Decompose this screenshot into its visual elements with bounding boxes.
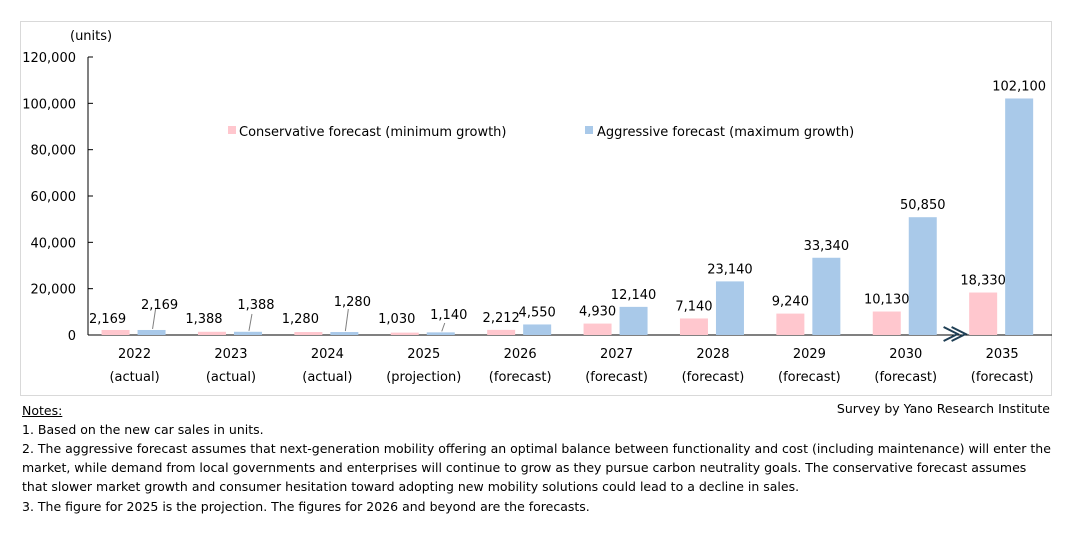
bar-conservative	[679, 318, 708, 335]
data-label: 1,388	[237, 298, 274, 313]
x-tick-status: (actual)	[206, 370, 256, 385]
y-tick-label: 0	[68, 329, 76, 344]
leader-line	[152, 308, 157, 330]
x-tick-status: (forecast)	[778, 370, 841, 385]
data-label: 1,280	[282, 312, 319, 327]
data-label: 4,550	[519, 305, 556, 320]
data-label: 1,388	[185, 312, 222, 327]
bar-aggressive	[523, 324, 552, 335]
y-tick-label: 60,000	[31, 190, 77, 205]
legend-label-conservative: Conservative forecast (minimum growth)	[239, 125, 506, 140]
bar-aggressive	[812, 257, 841, 335]
data-label: 9,240	[772, 295, 809, 310]
bar-aggressive	[908, 217, 937, 335]
x-tick-year: 2025	[407, 347, 440, 362]
data-label: 1,280	[334, 295, 371, 310]
bar-conservative	[390, 332, 419, 335]
y-tick-label: 100,000	[22, 97, 76, 112]
source-credit: Survey by Yano Research Institute	[836, 401, 1050, 416]
x-tick-year: 2029	[793, 347, 826, 362]
x-tick-year: 2022	[118, 347, 151, 362]
x-tick-year: 2026	[504, 347, 537, 362]
bar-conservative	[872, 311, 901, 335]
bar-conservative	[197, 331, 226, 335]
leader-line	[344, 308, 349, 332]
data-label: 1,140	[430, 308, 467, 323]
x-tick-status: (forecast)	[874, 370, 937, 385]
data-label: 1,030	[378, 312, 415, 327]
bar-conservative	[101, 329, 130, 335]
x-tick-status: (actual)	[109, 370, 159, 385]
legend: Conservative forecast (minimum growth) A…	[228, 125, 854, 140]
bar-aggressive	[619, 306, 648, 335]
bar-aggressive	[233, 331, 262, 335]
y-tick-label: 80,000	[31, 144, 77, 159]
data-label: 23,140	[707, 262, 753, 277]
x-tick-status: (forecast)	[585, 370, 648, 385]
bar-aggressive	[137, 329, 166, 335]
y-tick-label: 40,000	[31, 236, 77, 251]
data-label: 102,100	[992, 79, 1046, 94]
leader-line	[441, 322, 446, 332]
y-tick-label: 120,000	[22, 51, 76, 66]
legend-swatch-aggressive	[585, 126, 593, 134]
legend-swatch-conservative	[228, 126, 236, 134]
note-2: 2. The aggressive forecast assumes that …	[22, 441, 1051, 494]
data-label: 2,212	[483, 311, 520, 326]
x-tick-status: (projection)	[386, 370, 461, 385]
axis-break-icon	[943, 326, 968, 342]
x-tick-year: 2024	[311, 347, 344, 362]
x-tick-year: 2023	[214, 347, 247, 362]
bar-aggressive	[426, 332, 455, 335]
x-tick-year: 2027	[600, 347, 633, 362]
x-tick-status: (actual)	[302, 370, 352, 385]
data-label: 18,330	[960, 274, 1006, 289]
note-1: 1. Based on the new car sales in units.	[22, 422, 264, 437]
data-label: 7,140	[675, 299, 712, 314]
y-axis-unit-label: (units)	[70, 29, 112, 44]
data-label: 33,340	[804, 239, 850, 254]
leader-line	[248, 313, 253, 331]
x-tick-status: (forecast)	[489, 370, 552, 385]
notes-title: Notes:	[22, 403, 63, 418]
x-tick-year: 2030	[889, 347, 922, 362]
x-tick-status: (forecast)	[682, 370, 745, 385]
bar-aggressive	[715, 281, 744, 335]
bar-conservative	[969, 292, 998, 335]
x-tick-year: 2028	[696, 347, 729, 362]
chart-frame	[20, 21, 1052, 396]
data-label: 2,169	[89, 312, 126, 327]
bar-chart: (units) Conservative forecast (minimum g…	[22, 29, 1052, 385]
y-tick-label: 20,000	[31, 283, 77, 298]
bar-conservative	[776, 313, 805, 335]
data-label: 10,130	[864, 293, 910, 308]
data-label: 4,930	[579, 305, 616, 320]
bar-aggressive	[330, 332, 359, 335]
bar-conservative	[487, 329, 516, 335]
legend-label-aggressive: Aggressive forecast (maximum growth)	[597, 125, 854, 140]
bar-aggressive	[1005, 98, 1034, 336]
bar-conservative	[294, 332, 323, 335]
x-tick-status: (forecast)	[971, 370, 1034, 385]
note-3: 3. The figure for 2025 is the projection…	[22, 499, 590, 514]
bar-conservative	[583, 323, 612, 335]
data-label: 50,850	[900, 198, 946, 213]
data-label: 12,140	[611, 288, 657, 303]
data-label: 2,169	[141, 298, 178, 313]
x-tick-year: 2035	[986, 347, 1019, 362]
